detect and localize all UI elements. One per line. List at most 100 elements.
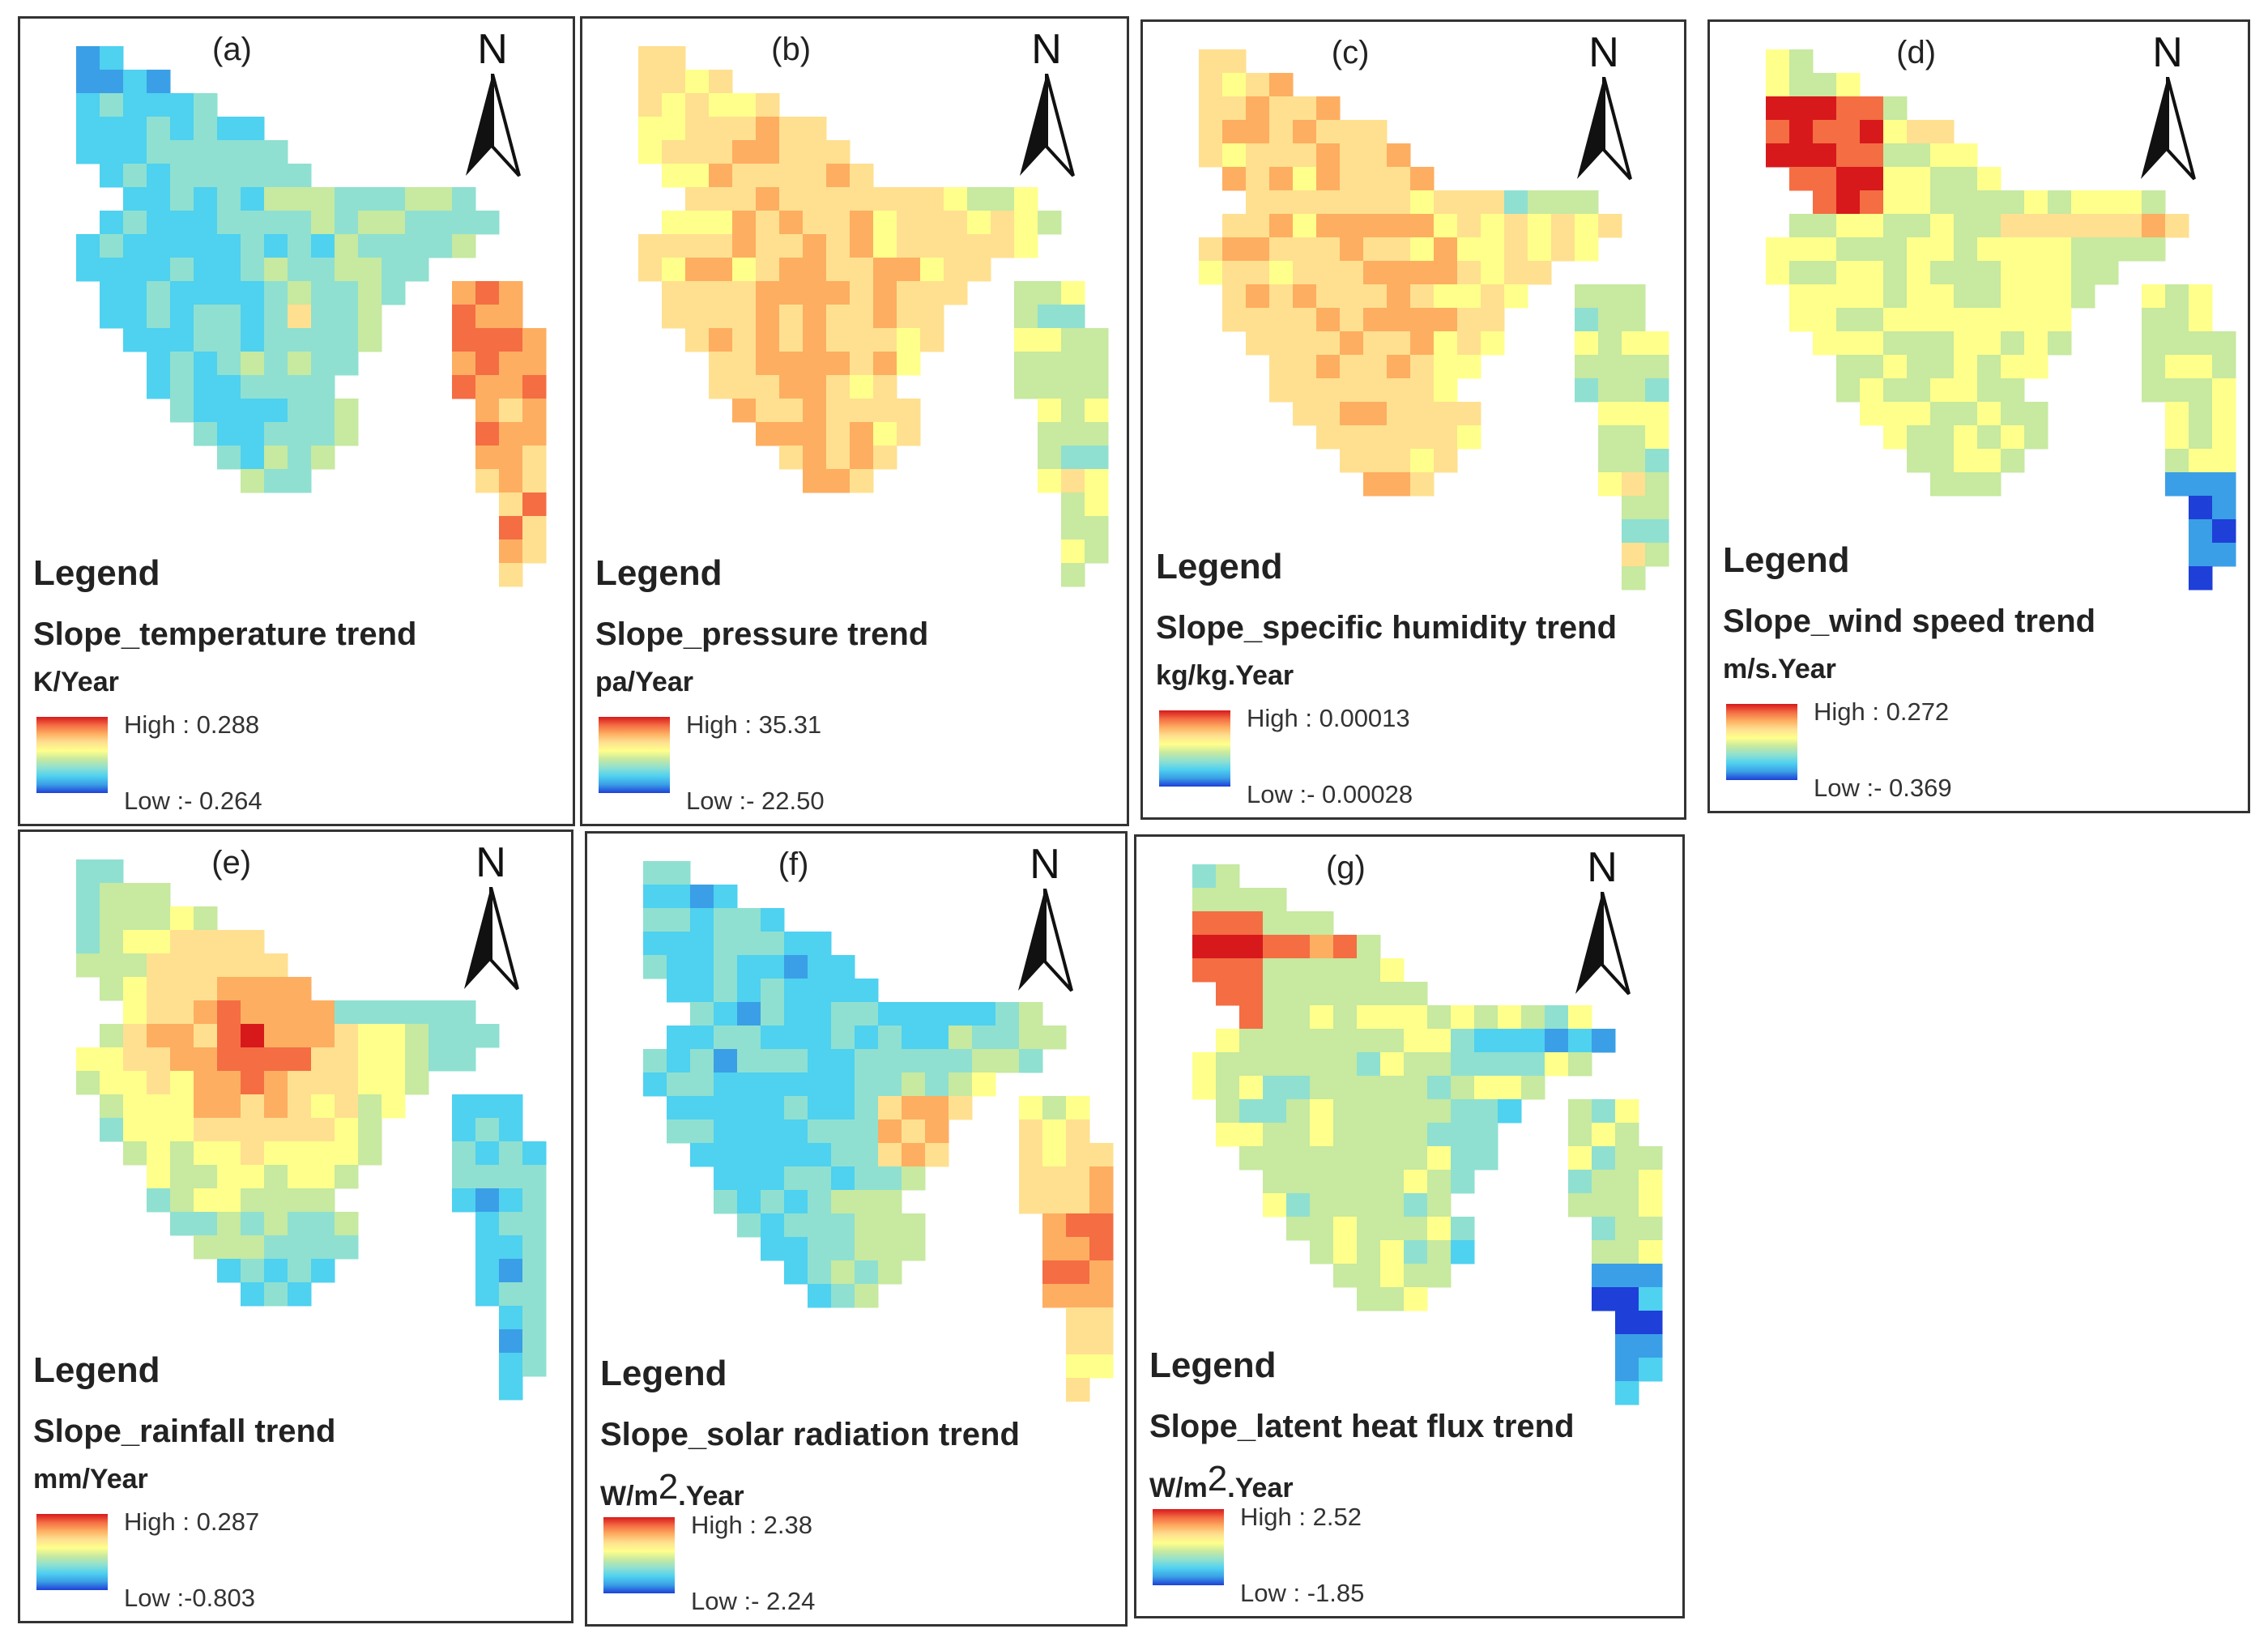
grid-cell — [831, 1119, 855, 1144]
color-ramp — [603, 1517, 675, 1593]
legend-low-value: Low :-0.803 — [124, 1584, 255, 1612]
grid-cell — [855, 1190, 879, 1214]
grid-cell — [826, 258, 850, 282]
grid-cell — [967, 258, 991, 282]
grid-cell — [241, 1188, 265, 1213]
grid-cell — [1246, 308, 1270, 332]
grid-cell — [264, 1071, 288, 1095]
grid-cell — [194, 164, 218, 188]
grid-cell — [1598, 402, 1622, 426]
grid-cell — [76, 930, 100, 954]
grid-cell — [194, 187, 218, 211]
legend-heading: Legend — [33, 1350, 160, 1390]
grid-cell — [1639, 1264, 1663, 1288]
grid-cell — [1286, 1193, 1311, 1217]
grid-cell — [1333, 1240, 1358, 1264]
grid-cell — [1042, 1190, 1067, 1214]
grid-cell — [335, 1235, 359, 1260]
grid-cell — [902, 1049, 926, 1073]
grid-cell — [1883, 120, 1908, 144]
grid-cell — [475, 305, 500, 329]
grid-cell — [1498, 1052, 1522, 1077]
grid-cell — [311, 1212, 335, 1236]
grid-cell — [499, 1259, 523, 1283]
grid-cell — [475, 1282, 500, 1307]
grid-cell — [1061, 305, 1085, 329]
grid-cell — [2095, 190, 2119, 215]
grid-cell — [1598, 284, 1622, 309]
grid-cell — [808, 1213, 832, 1238]
grid-cell — [1380, 1217, 1405, 1241]
grid-cell — [920, 281, 944, 305]
grid-cell — [1061, 563, 1085, 587]
grid-cell — [1598, 425, 1622, 450]
grid-cell — [638, 117, 663, 141]
grid-cell — [1269, 331, 1294, 356]
grid-cell — [76, 258, 100, 282]
grid-cell — [1269, 190, 1294, 215]
grid-cell — [925, 1026, 949, 1050]
grid-cell — [147, 1094, 171, 1119]
grid-cell — [1930, 143, 1955, 168]
grid-cell — [1316, 237, 1341, 262]
grid-cell — [1427, 1146, 1452, 1171]
grid-cell — [1216, 1099, 1240, 1124]
grid-cell — [76, 883, 100, 907]
grid-cell — [335, 187, 359, 211]
grid-cell — [1066, 1331, 1090, 1355]
grid-cell — [2189, 496, 2213, 520]
grid-cell — [1089, 1260, 1114, 1285]
grid-cell — [1457, 284, 1481, 309]
grid-cell — [1615, 1264, 1639, 1288]
grid-cell — [779, 305, 804, 329]
grid-cell — [522, 1235, 547, 1260]
grid-cell — [170, 906, 194, 931]
grid-cell — [873, 187, 897, 211]
grid-cell — [147, 953, 171, 978]
grid-cell — [1930, 308, 1955, 332]
grid-cell — [737, 932, 761, 956]
grid-cell — [714, 1143, 738, 1167]
grid-cell — [264, 1165, 288, 1189]
grid-cell — [808, 979, 832, 1003]
grid-cell — [1977, 378, 2002, 403]
grid-cell — [1645, 425, 1669, 450]
grid-cell — [662, 117, 686, 141]
grid-cell — [1930, 284, 1955, 309]
grid-cell — [897, 328, 921, 352]
grid-cell — [1293, 190, 1317, 215]
grid-cell — [967, 234, 991, 258]
grid-cell — [147, 258, 171, 282]
grid-cell — [1085, 422, 1109, 446]
grid-cell — [1316, 378, 1341, 403]
grid-cell — [522, 539, 547, 564]
grid-cell — [194, 1141, 218, 1166]
grid-cell — [1357, 1193, 1381, 1217]
grid-cell — [147, 211, 171, 235]
grid-cell — [779, 117, 804, 141]
grid-cell — [1545, 1052, 1569, 1077]
grid-cell — [2212, 543, 2236, 567]
grid-cell — [831, 1049, 855, 1073]
grid-cell — [2001, 284, 2025, 309]
grid-cell — [147, 977, 171, 1001]
grid-cell — [1293, 237, 1317, 262]
grid-cell — [428, 211, 453, 235]
grid-cell — [147, 164, 171, 188]
grid-cell — [709, 281, 733, 305]
grid-cell — [1340, 261, 1364, 285]
grid-cell — [878, 1190, 902, 1214]
grid-cell — [1222, 237, 1247, 262]
grid-cell — [714, 1119, 738, 1144]
grid-cell — [1239, 982, 1264, 1006]
grid-cell — [972, 1026, 996, 1050]
grid-cell — [685, 328, 710, 352]
grid-cell — [662, 70, 686, 94]
grid-cell — [1216, 1076, 1240, 1100]
grid-cell — [1457, 331, 1481, 356]
grid-cell — [1427, 1123, 1452, 1147]
grid-cell — [1246, 214, 1270, 238]
grid-cell — [1293, 214, 1317, 238]
grid-cell — [1042, 1213, 1067, 1238]
grid-cell — [217, 1118, 241, 1142]
